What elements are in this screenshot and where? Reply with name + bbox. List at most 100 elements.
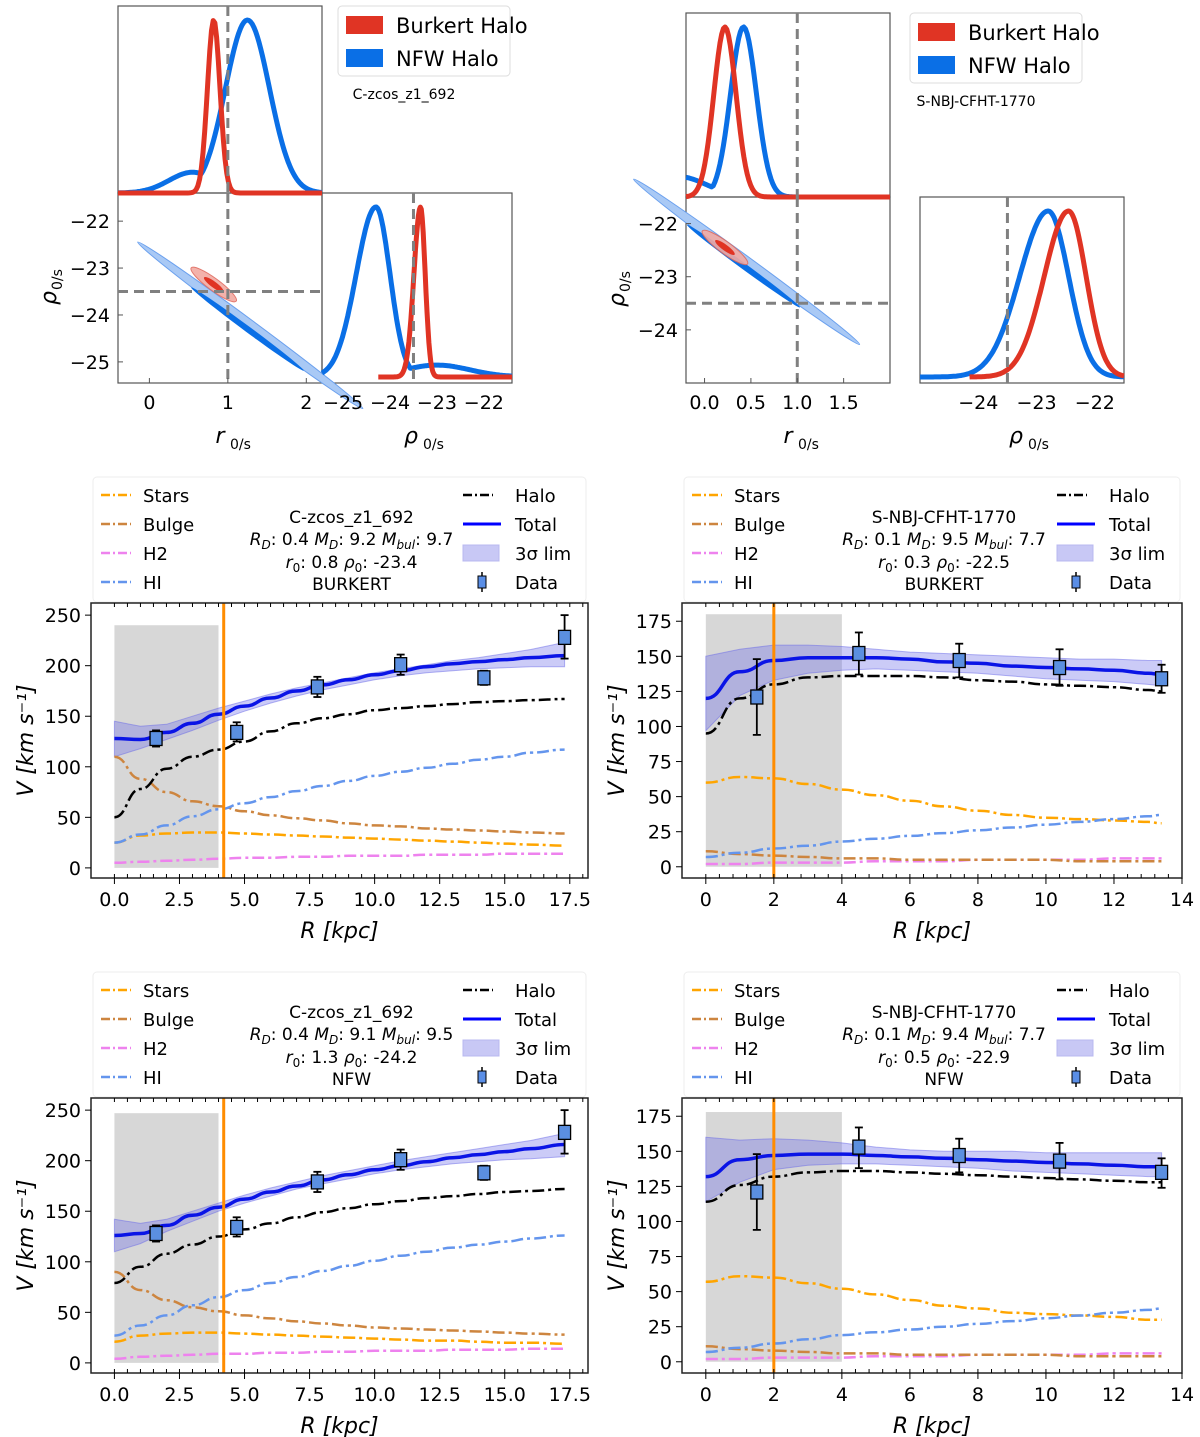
r-tick-label: 0.5: [736, 392, 766, 414]
x-tick-label: 14: [1170, 889, 1194, 911]
rho-x-tick-label: −22: [1075, 392, 1115, 414]
legend-band-swatch: [462, 1039, 500, 1057]
galaxy-name: S-NBJ-CFHT-1770: [917, 94, 1036, 110]
legend-data-marker: [1071, 575, 1081, 589]
r-tick-label: 1.5: [829, 392, 859, 414]
legend-label-hi: HI: [734, 1068, 753, 1089]
rho-x-tick-label: −23: [1017, 392, 1057, 414]
y-tick-label: 0: [660, 1352, 672, 1374]
data-point: [477, 1165, 491, 1181]
x-tick-label: 10.0: [353, 889, 395, 911]
y-tick-label: 100: [45, 1252, 81, 1274]
y-tick-label: 25: [648, 1317, 672, 1339]
nfw-contour-inner: [686, 224, 801, 308]
legend-data-marker: [1071, 1070, 1081, 1084]
data-point: [750, 1184, 764, 1200]
legend-band-swatch: [1056, 1039, 1094, 1057]
y-tick-label: 150: [636, 1141, 672, 1163]
rho-panel-frame: [919, 196, 1125, 384]
model-name: BURKERT: [312, 575, 391, 595]
y-tick-label: 150: [45, 706, 81, 728]
rho-x-tick-label: −22: [464, 392, 504, 414]
y-tick-label: 0: [660, 857, 672, 879]
curve-total: [705, 655, 1162, 701]
y-tick-label: 75: [648, 1247, 672, 1269]
legend-label-data: Data: [515, 573, 558, 594]
curve-total: [114, 653, 565, 742]
burkert-r-distribution: [685, 24, 891, 200]
r-tick-label: 0.0: [689, 392, 719, 414]
legend-swatch: [346, 16, 383, 34]
x-tick-label: 8: [972, 889, 984, 911]
x-tick-label: 12: [1102, 1384, 1126, 1406]
legend-label-3σ-lim: 3σ lim: [1109, 544, 1165, 565]
rotation-curve-s-nbj-burkert: Stars Bulge H2 HI Halo Total 3σ lim Data S-NBJ-C…: [605, 476, 1194, 944]
legend-label-data: Data: [1109, 1068, 1152, 1089]
param-line-2: r0: 1.3 ρ0: -24.2: [286, 1048, 418, 1070]
legend-label-stars: Stars: [143, 981, 189, 1002]
data-point: [149, 1225, 163, 1242]
curve-h2: [114, 1347, 565, 1361]
legend-label-bulge: Bulge: [143, 515, 194, 536]
x-tick-label: 4: [836, 889, 848, 911]
legend-label-3σ-lim: 3σ lim: [515, 544, 571, 565]
param-line-2: r0: 0.5 ρ0: -22.9: [878, 1048, 1010, 1070]
y-tick-label: 0: [69, 858, 81, 880]
legend-swatch: [918, 23, 955, 41]
x-axis-label: R [kpc]: [300, 919, 378, 944]
legend-box: [683, 971, 1181, 1098]
legend-label-3σ-lim: 3σ lim: [515, 1039, 571, 1060]
nfw-rho-distribution: [919, 208, 1125, 380]
plot-frame: [681, 602, 1183, 879]
rho-tick-label: −23: [638, 267, 678, 289]
y-tick-label: 50: [57, 807, 81, 829]
param-line-2: r0: 0.3 ρ0: -22.5: [878, 553, 1010, 575]
y-tick-label: 175: [636, 1106, 672, 1128]
rotation-curve-c-zcos-burkert: Stars Bulge H2 HI Halo Total 3σ lim Data C-zcos_…: [14, 476, 591, 944]
legend-label-halo: Halo: [515, 486, 556, 507]
galaxy-name: C-zcos_z1_692: [353, 87, 456, 103]
rho-panel-frame: [321, 192, 513, 384]
curve-bulge: [114, 755, 565, 835]
legend-label: Burkert Halo: [396, 14, 528, 38]
model-name: NFW: [332, 1070, 371, 1090]
plot-frame: [90, 602, 589, 879]
burkert-contour-inner: [203, 276, 224, 293]
x-tick-label: 5.0: [229, 1384, 259, 1406]
r-axis-label: r: [215, 424, 226, 449]
y-tick-label: 200: [45, 656, 81, 678]
data-point: [1154, 1164, 1169, 1181]
inner-region-shade: [114, 1113, 219, 1363]
r-axis-subscript: 0/s: [798, 437, 819, 453]
legend-label-total: Total: [514, 1010, 557, 1031]
x-tick-label: 0: [700, 889, 712, 911]
rho-tick-label: −23: [70, 258, 110, 280]
rho-y-axis-label-group: ρ0/s: [37, 269, 66, 305]
y-axis-label-group: V [km s⁻¹]: [605, 684, 630, 796]
param-line-1: RD: 0.1 MD: 9.4 Mbul: 7.7: [842, 1025, 1046, 1047]
y-tick-label: 250: [45, 605, 81, 627]
rho-axis-subscript: 0/s: [1028, 437, 1049, 453]
legend-label-hi: HI: [143, 1068, 162, 1089]
x-tick-label: 5.0: [229, 889, 259, 911]
inner-region-shade: [114, 625, 219, 868]
data-point: [952, 652, 966, 669]
data-point: [952, 1147, 966, 1164]
y-axis-label-group: V [km s⁻¹]: [605, 1179, 630, 1291]
x-tick-label: 2.5: [164, 1384, 194, 1406]
r-axis-subscript: 0/s: [230, 437, 251, 453]
curve-stars: [114, 1331, 565, 1345]
rho-tick-label: −24: [638, 320, 678, 342]
legend-label-h2: H2: [143, 544, 168, 565]
data-point: [852, 645, 866, 662]
legend-data-marker: [477, 575, 487, 589]
corner-plot-s-nbj: 0.0 0.5 1.0 1.5−22−23−24−24 −23 −22r 0/s ρ 0/sρ0…: [605, 12, 1126, 453]
x-axis-label: R [kpc]: [300, 1414, 378, 1437]
y-tick-label: 25: [648, 822, 672, 844]
data-point: [1154, 671, 1169, 687]
model-name: BURKERT: [905, 575, 984, 595]
legend-label: NFW Halo: [968, 54, 1071, 78]
legend-label-total: Total: [1108, 515, 1151, 536]
r-tick-label: 2: [300, 392, 312, 414]
data-point: [393, 657, 408, 673]
